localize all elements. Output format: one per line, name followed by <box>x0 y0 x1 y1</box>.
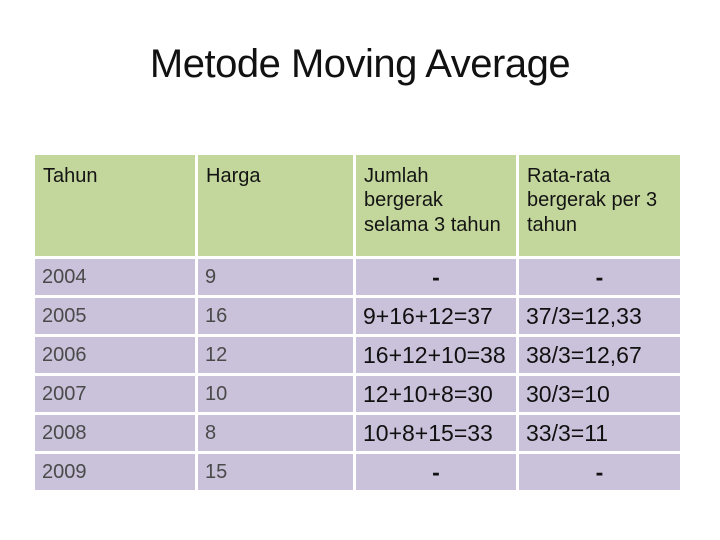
cell-rata: - <box>519 259 680 295</box>
cell-tahun: 2009 <box>35 454 195 490</box>
cell-tahun: 2006 <box>35 337 195 373</box>
header-cell-jumlah: Jumlah bergerak selama 3 tahun <box>356 155 516 256</box>
cell-tahun: 2004 <box>35 259 195 295</box>
moving-average-table: Tahun Harga Jumlah bergerak selama 3 tah… <box>35 155 680 490</box>
cell-harga: 15 <box>198 454 353 490</box>
cell-jumlah: - <box>356 454 516 490</box>
cell-harga: 8 <box>198 415 353 451</box>
header-cell-rata: Rata-rata bergerak per 3 tahun <box>519 155 680 256</box>
cell-jumlah: 12+10+8=30 <box>356 376 516 412</box>
cell-harga: 10 <box>198 376 353 412</box>
header-cell-harga: Harga <box>198 155 353 256</box>
header-cell-tahun: Tahun <box>35 155 195 256</box>
cell-rata: - <box>519 454 680 490</box>
cell-rata: 30/3=10 <box>519 376 680 412</box>
cell-jumlah: 9+16+12=37 <box>356 298 516 334</box>
cell-rata: 33/3=11 <box>519 415 680 451</box>
cell-rata: 38/3=12,67 <box>519 337 680 373</box>
cell-tahun: 2008 <box>35 415 195 451</box>
slide-title: Metode Moving Average <box>149 42 571 86</box>
cell-jumlah: - <box>356 259 516 295</box>
cell-jumlah: 10+8+15=33 <box>356 415 516 451</box>
cell-tahun: 2005 <box>35 298 195 334</box>
cell-harga: 9 <box>198 259 353 295</box>
cell-rata: 37/3=12,33 <box>519 298 680 334</box>
cell-jumlah: 16+12+10=38 <box>356 337 516 373</box>
cell-tahun: 2007 <box>35 376 195 412</box>
cell-harga: 12 <box>198 337 353 373</box>
cell-harga: 16 <box>198 298 353 334</box>
